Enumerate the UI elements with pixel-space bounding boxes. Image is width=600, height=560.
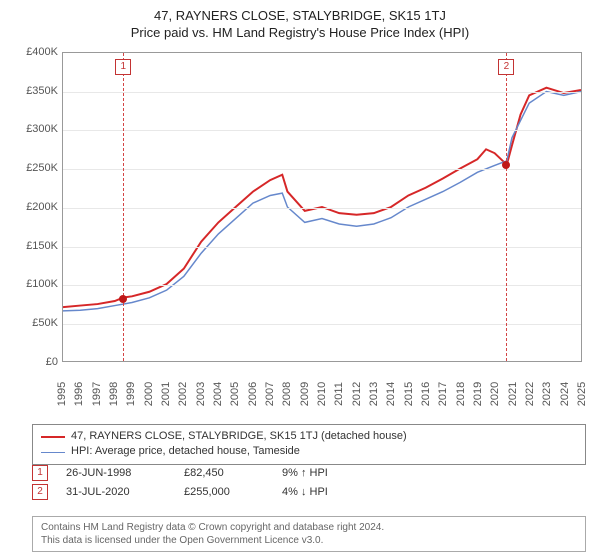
plot-region: 12 xyxy=(62,52,582,362)
legend-label: 47, RAYNERS CLOSE, STALYBRIDGE, SK15 1TJ… xyxy=(71,429,407,444)
footer-line-1: Contains HM Land Registry data © Crown c… xyxy=(41,521,577,534)
x-tick-label: 2005 xyxy=(229,369,241,419)
x-tick-label: 2023 xyxy=(541,369,553,419)
x-tick-label: 2017 xyxy=(437,369,449,419)
x-tick-label: 2021 xyxy=(507,369,519,419)
x-tick-label: 2019 xyxy=(472,369,484,419)
y-tick-label: £250K xyxy=(14,162,58,174)
x-tick-label: 2003 xyxy=(195,369,207,419)
chart-subtitle: Price paid vs. HM Land Registry's House … xyxy=(14,25,586,42)
x-tick-label: 2016 xyxy=(420,369,432,419)
x-tick-label: 1995 xyxy=(56,369,68,419)
x-tick-label: 2014 xyxy=(385,369,397,419)
footer-note: Contains HM Land Registry data © Crown c… xyxy=(32,516,586,552)
y-tick-label: £50K xyxy=(14,317,58,329)
x-tick-label: 2022 xyxy=(524,369,536,419)
x-tick-label: 2001 xyxy=(160,369,172,419)
x-tick-label: 2018 xyxy=(455,369,467,419)
y-tick-label: £200K xyxy=(14,201,58,213)
ref-marker: 1 xyxy=(115,59,131,75)
legend-swatch xyxy=(41,452,65,453)
x-tick-label: 2020 xyxy=(489,369,501,419)
series-hpi xyxy=(63,91,581,310)
ref-dot xyxy=(119,295,127,303)
chart-title-address: 47, RAYNERS CLOSE, STALYBRIDGE, SK15 1TJ xyxy=(14,8,586,25)
x-tick-label: 2000 xyxy=(143,369,155,419)
x-tick-label: 2013 xyxy=(368,369,380,419)
legend-label: HPI: Average price, detached house, Tame… xyxy=(71,444,300,459)
y-tick-label: £300K xyxy=(14,123,58,135)
y-tick-label: £150K xyxy=(14,240,58,252)
ref-marker: 2 xyxy=(498,59,514,75)
legend-swatch xyxy=(41,436,65,438)
sale-ref-num: 2 xyxy=(32,484,48,500)
sale-date: 26-JUN-1998 xyxy=(66,464,166,483)
x-tick-label: 2024 xyxy=(559,369,571,419)
ref-line xyxy=(123,53,124,361)
legend: 47, RAYNERS CLOSE, STALYBRIDGE, SK15 1TJ… xyxy=(32,424,586,465)
x-tick-label: 1998 xyxy=(108,369,120,419)
y-tick-label: £350K xyxy=(14,85,58,97)
x-tick-label: 2002 xyxy=(177,369,189,419)
x-tick-label: 1999 xyxy=(125,369,137,419)
x-tick-label: 2009 xyxy=(299,369,311,419)
x-tick-label: 2008 xyxy=(281,369,293,419)
x-tick-label: 1996 xyxy=(73,369,85,419)
ref-dot xyxy=(502,161,510,169)
sale-price: £255,000 xyxy=(184,483,264,502)
x-tick-label: 1997 xyxy=(91,369,103,419)
sale-date: 31-JUL-2020 xyxy=(66,483,166,502)
y-tick-label: £0 xyxy=(14,356,58,368)
x-tick-label: 2007 xyxy=(264,369,276,419)
x-tick-label: 2012 xyxy=(351,369,363,419)
sale-ref-num: 1 xyxy=(32,465,48,481)
x-tick-label: 2010 xyxy=(316,369,328,419)
x-tick-label: 2025 xyxy=(576,369,588,419)
series-property xyxy=(63,87,581,306)
sales-table: 1 26-JUN-1998 £82,450 9% ↑ HPI 2 31-JUL-2020 £… xyxy=(32,464,586,501)
sale-row: 2 31-JUL-2020 £255,000 4% ↓ HPI xyxy=(32,483,586,502)
sale-delta: 9% ↑ HPI xyxy=(282,464,362,483)
sale-delta: 4% ↓ HPI xyxy=(282,483,362,502)
sale-row: 1 26-JUN-1998 £82,450 9% ↑ HPI xyxy=(32,464,586,483)
x-tick-label: 2011 xyxy=(333,369,345,419)
sale-price: £82,450 xyxy=(184,464,264,483)
x-tick-label: 2004 xyxy=(212,369,224,419)
legend-row: HPI: Average price, detached house, Tame… xyxy=(41,444,577,459)
ref-line xyxy=(506,53,507,361)
x-tick-label: 2006 xyxy=(247,369,259,419)
y-tick-label: £100K xyxy=(14,278,58,290)
chart-area: 12 £0£50K£100K£150K£200K£250K£300K£350K£… xyxy=(14,52,586,422)
x-tick-label: 2015 xyxy=(403,369,415,419)
legend-row: 47, RAYNERS CLOSE, STALYBRIDGE, SK15 1TJ… xyxy=(41,429,577,444)
footer-line-2: This data is licensed under the Open Gov… xyxy=(41,534,577,547)
y-tick-label: £400K xyxy=(14,46,58,58)
